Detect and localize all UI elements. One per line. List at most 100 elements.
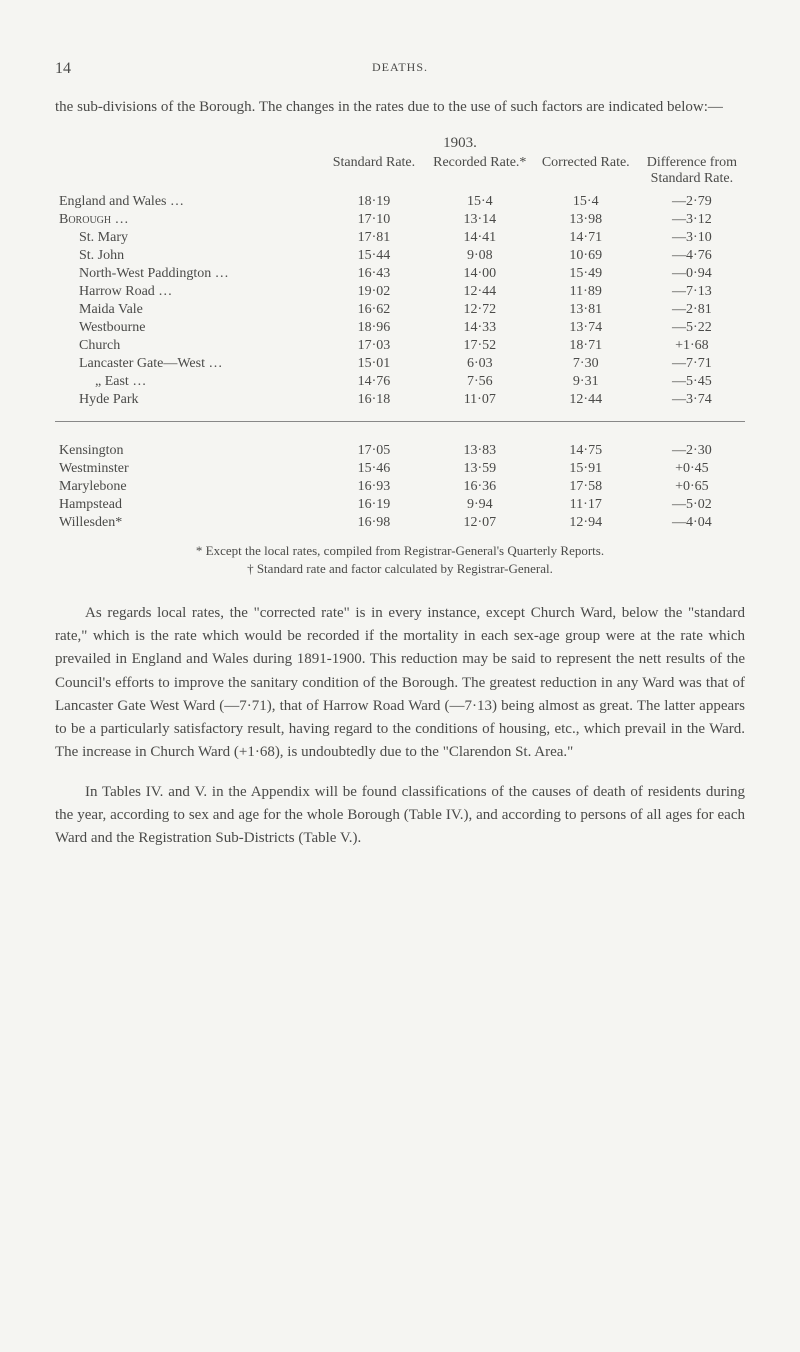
cell-value: 12·72 — [427, 301, 533, 319]
table-row: St. John15·449·0810·69—4·76 — [55, 247, 745, 265]
row-label: Church — [55, 337, 321, 355]
cell-value: —4·04 — [639, 514, 745, 532]
row-label: St. Mary — [55, 229, 321, 247]
footnote: * Except the local rates, compiled from … — [55, 542, 745, 560]
cell-value: 7·56 — [427, 373, 533, 391]
row-label: Lancaster Gate—West … — [55, 355, 321, 373]
table-row: Hampstead16·199·9411·17—5·02 — [55, 496, 745, 514]
row-label: Willesden* — [55, 514, 321, 532]
cell-value: 14·71 — [533, 229, 639, 247]
col-header: Difference from Standard Rate. — [639, 154, 745, 193]
row-label: Westbourne — [55, 319, 321, 337]
cell-value: —7·71 — [639, 355, 745, 373]
footnote: † Standard rate and factor calculated by… — [55, 560, 745, 578]
cell-value: 11·89 — [533, 283, 639, 301]
footnotes: * Except the local rates, compiled from … — [55, 542, 745, 578]
table-row: Willesden*16·9812·0712·94—4·04 — [55, 514, 745, 532]
table-row: Marylebone16·9316·3617·58+0·65 — [55, 478, 745, 496]
paragraph: In Tables IV. and V. in the Appendix wil… — [55, 781, 745, 851]
cell-value: 16·43 — [321, 265, 427, 283]
row-label: Harrow Road … — [55, 283, 321, 301]
col-header: Recorded Rate.* — [427, 154, 533, 193]
cell-value: 6·03 — [427, 355, 533, 373]
cell-value: 17·81 — [321, 229, 427, 247]
cell-value: —5·45 — [639, 373, 745, 391]
cell-value: —2·30 — [639, 442, 745, 460]
cell-value: 16·19 — [321, 496, 427, 514]
cell-value: —4·76 — [639, 247, 745, 265]
cell-value: —3·10 — [639, 229, 745, 247]
cell-value: 15·46 — [321, 460, 427, 478]
cell-value: 16·18 — [321, 391, 427, 409]
cell-value: 18·96 — [321, 319, 427, 337]
cell-value: 15·01 — [321, 355, 427, 373]
cell-value: 13·59 — [427, 460, 533, 478]
page: 14 DEATHS. the sub-divisions of the Boro… — [0, 0, 800, 906]
cell-value: 18·71 — [533, 337, 639, 355]
cell-value: 17·58 — [533, 478, 639, 496]
cell-value: 17·05 — [321, 442, 427, 460]
cell-value: —3·74 — [639, 391, 745, 409]
paragraph: As regards local rates, the "corrected r… — [55, 602, 745, 765]
cell-value: 14·33 — [427, 319, 533, 337]
cell-value: 11·17 — [533, 496, 639, 514]
row-label: Hampstead — [55, 496, 321, 514]
table-row: North-West Paddington …16·4314·0015·49—0… — [55, 265, 745, 283]
row-label: „ East … — [55, 373, 321, 391]
cell-value: 9·94 — [427, 496, 533, 514]
cell-value: 17·03 — [321, 337, 427, 355]
cell-value: 13·81 — [533, 301, 639, 319]
col-header: Standard Rate. — [321, 154, 427, 193]
table-row: England and Wales …18·1915·415·4—2·79 — [55, 193, 745, 211]
cell-value: —3·12 — [639, 211, 745, 229]
year-label: 1903. — [175, 135, 745, 152]
cell-value: 18·19 — [321, 193, 427, 211]
row-label: North-West Paddington … — [55, 265, 321, 283]
table-row: Hyde Park16·1811·0712·44—3·74 — [55, 391, 745, 409]
cell-value: 15·49 — [533, 265, 639, 283]
row-label: St. John — [55, 247, 321, 265]
cell-value: 12·07 — [427, 514, 533, 532]
cell-value: 15·4 — [533, 193, 639, 211]
rates-table: Standard Rate. Recorded Rate.* Corrected… — [55, 154, 745, 532]
table-row: Westminster15·4613·5915·91+0·45 — [55, 460, 745, 478]
row-label: Kensington — [55, 442, 321, 460]
table-row: Church17·0317·5218·71+1·68 — [55, 337, 745, 355]
cell-value: 13·74 — [533, 319, 639, 337]
cell-value: +0·45 — [639, 460, 745, 478]
cell-value: 15·4 — [427, 193, 533, 211]
cell-value: 15·44 — [321, 247, 427, 265]
cell-value: 13·83 — [427, 442, 533, 460]
cell-value: 13·98 — [533, 211, 639, 229]
intro-text: the sub-divisions of the Borough. The ch… — [55, 96, 745, 119]
cell-value: 13·14 — [427, 211, 533, 229]
cell-value: 16·98 — [321, 514, 427, 532]
cell-value: 14·41 — [427, 229, 533, 247]
cell-value: 16·36 — [427, 478, 533, 496]
cell-value: —2·81 — [639, 301, 745, 319]
section-title: DEATHS. — [55, 60, 745, 78]
cell-value: 17·10 — [321, 211, 427, 229]
table-row: Lancaster Gate—West …15·016·037·30—7·71 — [55, 355, 745, 373]
table-row: Maida Vale16·6212·7213·81—2·81 — [55, 301, 745, 319]
table-header-row: Standard Rate. Recorded Rate.* Corrected… — [55, 154, 745, 193]
row-label: England and Wales … — [55, 193, 321, 211]
cell-value: —0·94 — [639, 265, 745, 283]
cell-value: 14·00 — [427, 265, 533, 283]
cell-value: 14·76 — [321, 373, 427, 391]
table-row: Kensington17·0513·8314·75—2·30 — [55, 442, 745, 460]
cell-value: 14·75 — [533, 442, 639, 460]
row-label: Borough … — [55, 211, 321, 229]
cell-value: 9·31 — [533, 373, 639, 391]
row-label: Hyde Park — [55, 391, 321, 409]
row-label: Marylebone — [55, 478, 321, 496]
cell-value: +1·68 — [639, 337, 745, 355]
cell-value: 9·08 — [427, 247, 533, 265]
cell-value: —5·22 — [639, 319, 745, 337]
cell-value: 11·07 — [427, 391, 533, 409]
cell-value: 16·62 — [321, 301, 427, 319]
cell-value: 12·94 — [533, 514, 639, 532]
table-row: Harrow Road …19·0212·4411·89—7·13 — [55, 283, 745, 301]
cell-value: —7·13 — [639, 283, 745, 301]
cell-value: 10·69 — [533, 247, 639, 265]
